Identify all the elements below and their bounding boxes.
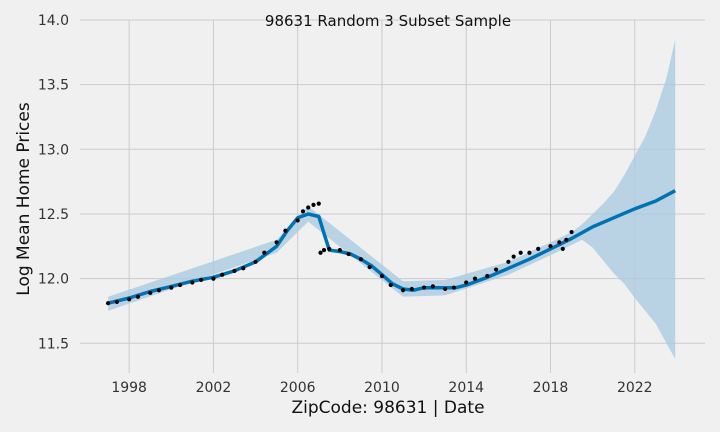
- observed-points: [105, 201, 574, 306]
- observed-point: [337, 248, 342, 253]
- x-tick-label: 2006: [280, 380, 316, 396]
- observed-point: [367, 264, 372, 270]
- observed-point: [485, 273, 490, 279]
- observed-point: [114, 299, 119, 304]
- y-tick-label: 14.0: [38, 13, 69, 29]
- observed-point: [422, 285, 427, 290]
- x-tick-label: 1998: [111, 380, 147, 396]
- observed-point: [321, 248, 327, 253]
- observed-point: [311, 202, 316, 208]
- observed-point: [564, 237, 569, 242]
- x-tick-label: 2022: [617, 380, 653, 396]
- x-tick-label: 2010: [364, 380, 400, 396]
- observed-point: [536, 246, 541, 251]
- observed-point: [409, 286, 414, 292]
- observed-point: [443, 286, 448, 292]
- observed-point: [560, 246, 565, 251]
- observed-point: [430, 284, 435, 289]
- y-tick-label: 11.5: [38, 336, 69, 352]
- x-axis-label: ZipCode: 98631 | Date: [291, 398, 484, 418]
- observed-point: [316, 201, 321, 206]
- observed-point: [306, 205, 311, 210]
- observed-point: [318, 250, 323, 255]
- observed-point: [105, 301, 111, 306]
- observed-point: [300, 209, 306, 214]
- forecast-line: [107, 189, 677, 305]
- observed-point: [569, 229, 574, 235]
- observed-point: [346, 251, 351, 257]
- observed-point: [557, 240, 562, 245]
- x-tick-labels: 1998 2002 2006 2010 2014 2018 2022: [111, 380, 652, 396]
- observed-point: [511, 254, 516, 259]
- observed-point: [472, 276, 478, 281]
- observed-point: [358, 257, 363, 262]
- observed-point: [262, 250, 267, 255]
- observed-point: [274, 240, 279, 245]
- observed-point: [220, 272, 225, 277]
- observed-point: [506, 259, 511, 264]
- y-axis-label: Log Mean Home Prices: [14, 102, 34, 296]
- y-tick-label: 12.0: [38, 272, 69, 288]
- y-tick-labels: 11.5 12.0 12.5 13.0 13.5 14.0: [38, 13, 69, 352]
- observed-point: [548, 244, 553, 249]
- observed-point: [211, 276, 216, 281]
- observed-point: [527, 250, 532, 255]
- observed-point: [379, 273, 385, 279]
- observed-point: [283, 228, 288, 233]
- observed-point: [253, 259, 258, 264]
- observed-point: [199, 277, 204, 283]
- observed-point: [451, 285, 457, 290]
- observed-point: [127, 297, 132, 302]
- x-tick-label: 2018: [533, 380, 569, 396]
- observed-point: [148, 290, 153, 295]
- observed-point: [156, 288, 162, 293]
- observed-point: [464, 280, 469, 285]
- observed-point: [400, 288, 406, 293]
- x-tick-label: 2014: [448, 380, 484, 396]
- observed-point: [327, 246, 332, 251]
- observed-point: [241, 266, 246, 271]
- observed-point: [169, 285, 174, 290]
- y-tick-label: 13.0: [38, 142, 69, 158]
- observed-point: [388, 282, 393, 288]
- observed-point: [295, 218, 300, 223]
- observed-point: [190, 280, 195, 285]
- y-tick-label: 13.5: [38, 78, 69, 94]
- observed-point: [493, 267, 499, 272]
- observed-point: [177, 282, 183, 288]
- observed-point: [518, 250, 523, 255]
- observed-point: [232, 268, 237, 273]
- observed-point: [135, 294, 141, 299]
- y-tick-label: 12.5: [38, 207, 69, 223]
- chart-title: 98631 Random 3 Subset Sample: [265, 12, 511, 30]
- x-tick-label: 2002: [196, 380, 232, 396]
